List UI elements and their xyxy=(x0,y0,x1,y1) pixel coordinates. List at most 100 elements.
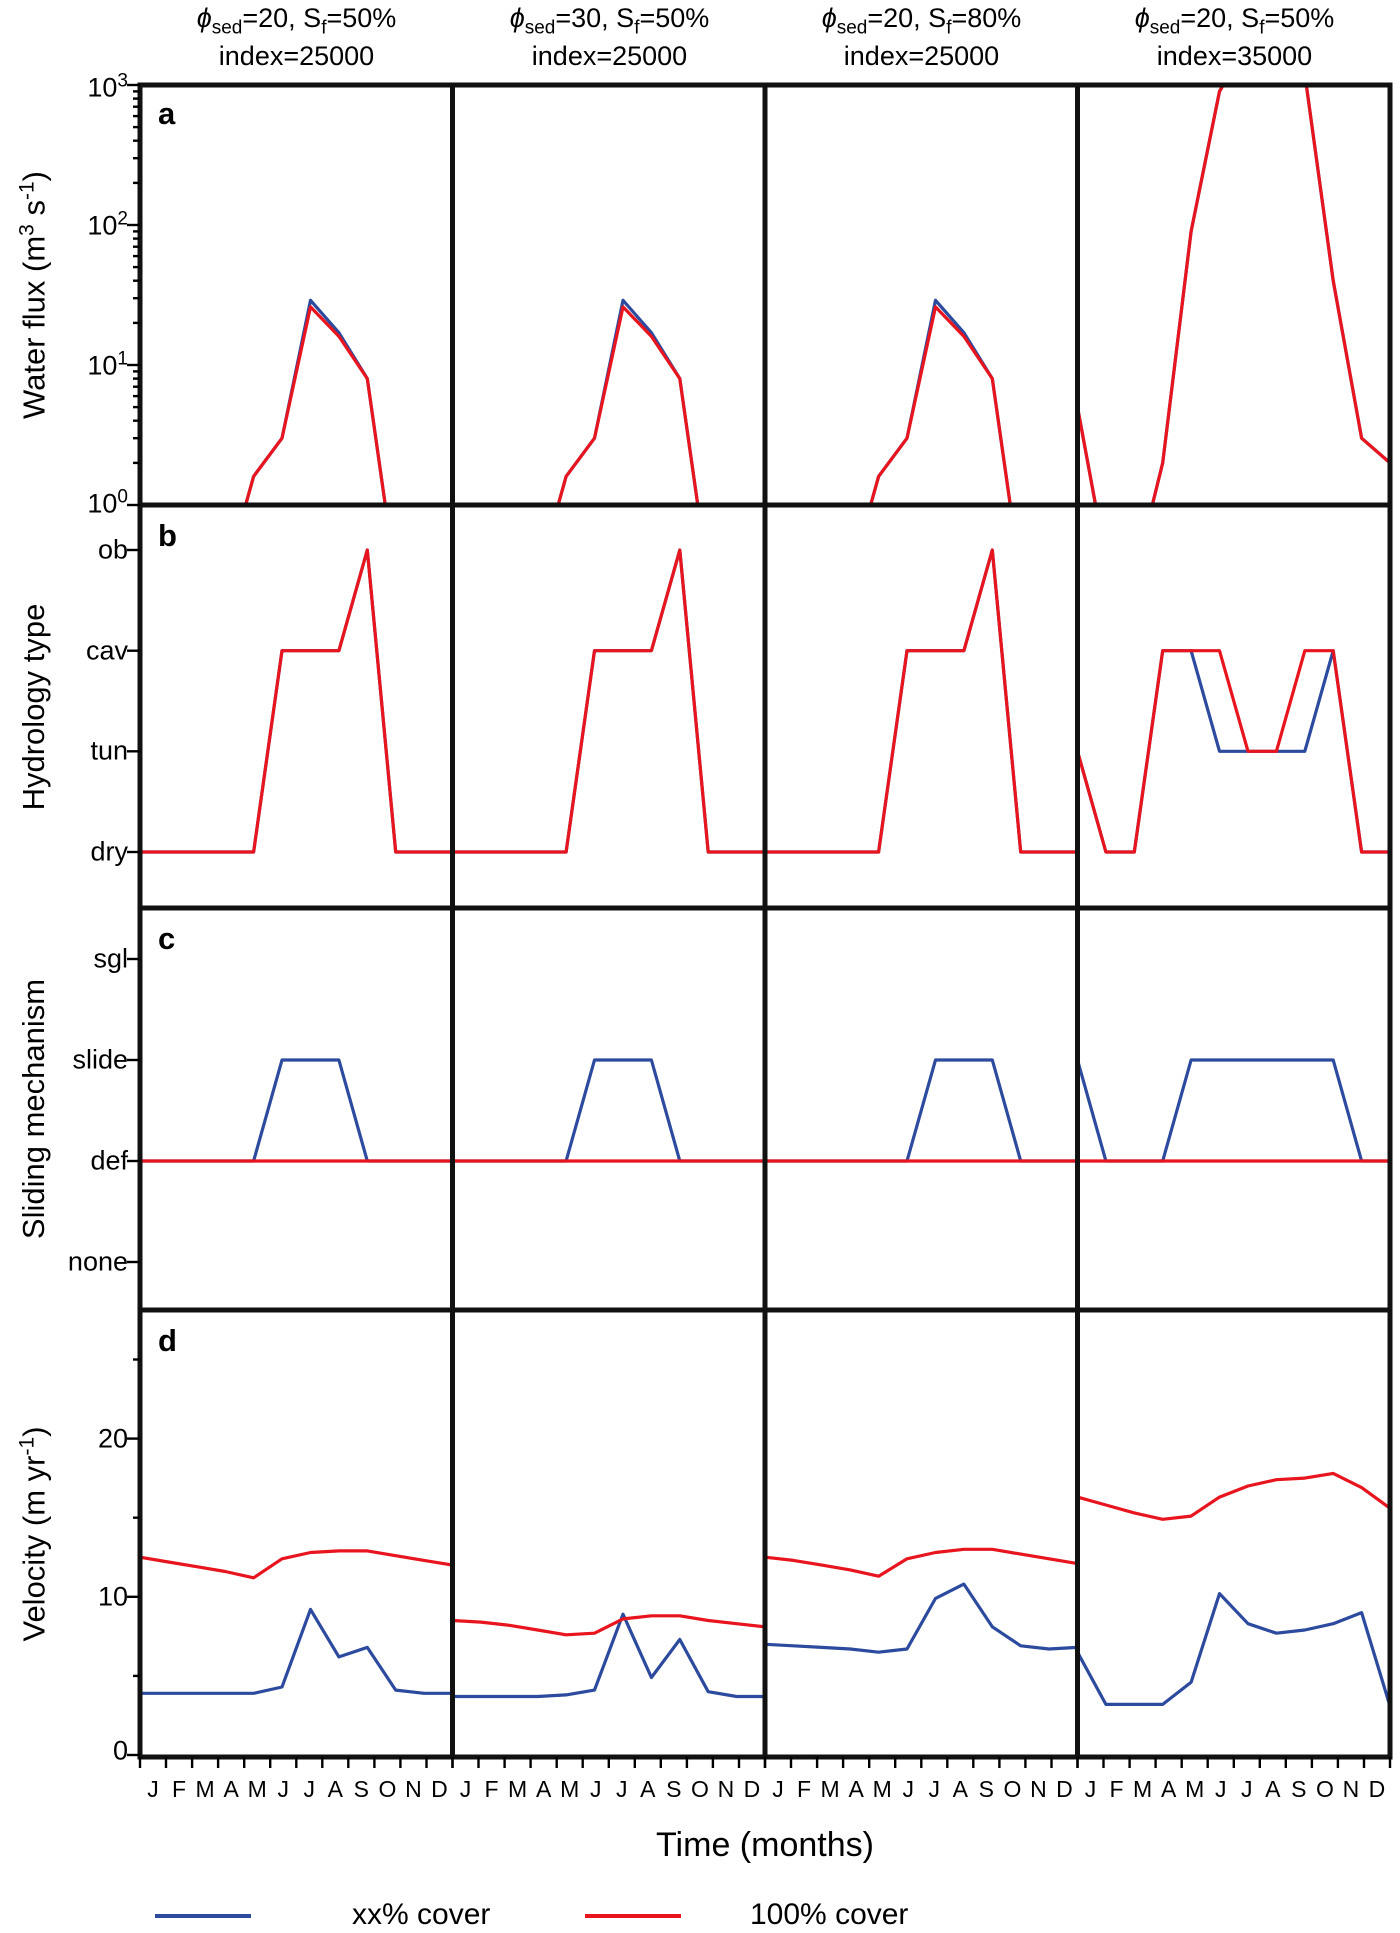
column-header-1-line2: index=25000 xyxy=(218,41,375,72)
series-b-col4-100-cover xyxy=(1075,649,1389,854)
month-tick-label: J xyxy=(589,1776,602,1802)
month-tick-label: M xyxy=(508,1776,528,1802)
month-tick-label: J xyxy=(928,1776,941,1802)
month-tick-label: O xyxy=(1003,1776,1022,1802)
series-b-col2-xx-cover xyxy=(452,548,765,854)
month-tick-label: A xyxy=(327,1776,343,1802)
series-a-col1-100-cover xyxy=(244,305,387,504)
panel-letter-b: b xyxy=(158,518,177,553)
month-tick-label: F xyxy=(172,1776,187,1802)
panel-letter-d: d xyxy=(158,1323,177,1358)
ylabel-sliding-mechanism: Sliding mechanism xyxy=(16,978,51,1240)
panel-frame-a-1 xyxy=(137,82,455,508)
month-tick-label: F xyxy=(1109,1776,1124,1802)
x-axis-title: Time (months) xyxy=(656,1826,874,1864)
legend-label-xx-cover: xx% cover xyxy=(352,1898,491,1931)
legend-line-xx-cover xyxy=(155,1914,251,1918)
series-a-col3-xx-cover xyxy=(869,298,1012,504)
month-tick-label: S xyxy=(666,1776,682,1802)
series-d-col3-100-cover xyxy=(764,1547,1078,1578)
month-tick-label: S xyxy=(353,1776,370,1802)
ytick-flux-1e1: 101 xyxy=(87,348,128,381)
x-axis-ticks xyxy=(138,1757,1392,1768)
column-header-4: ϕsed=20, Sf=50% index=35000 xyxy=(1078,2,1391,74)
panel-letter-a: a xyxy=(158,96,176,131)
ytick-velocity-10: 10 xyxy=(97,1581,128,1612)
ylabel-water-flux: Water flux (m3 s-1) xyxy=(15,171,52,419)
panel-frames xyxy=(137,82,1393,1760)
month-tick-label: J xyxy=(772,1776,784,1802)
ytick-mechanism-none: none xyxy=(67,1246,128,1277)
month-tick-label: J xyxy=(616,1776,628,1802)
month-tick-label: M xyxy=(1133,1776,1153,1802)
month-tick-label: N xyxy=(1030,1776,1047,1802)
column-header-2-line1: ϕsed=30, Sf=50% xyxy=(509,3,710,39)
ytick-hydrology-tun: tun xyxy=(90,735,128,766)
series-b-col1-100-cover xyxy=(141,548,453,854)
series-d-col4-xx-cover xyxy=(1076,1591,1389,1707)
month-tick-label: M xyxy=(1185,1776,1205,1802)
month-tick-label: J xyxy=(902,1776,914,1802)
column-header-3: ϕsed=20, Sf=80% index=25000 xyxy=(765,2,1078,74)
panel-frame-d-2 xyxy=(450,1307,768,1760)
series-a-col4-100-cover xyxy=(1075,86,1389,504)
month-tick-label: N xyxy=(717,1776,735,1802)
month-tick-label: O xyxy=(378,1776,397,1802)
y-axis-ticks xyxy=(127,83,140,1757)
column-header-4-line2: index=35000 xyxy=(1156,41,1313,72)
month-tick-label: D xyxy=(431,1776,448,1802)
legend-line-100-cover xyxy=(585,1914,681,1918)
month-tick-label: J xyxy=(147,1776,159,1802)
ytick-velocity-0: 0 xyxy=(112,1735,128,1766)
column-header-3-line2: index=25000 xyxy=(843,41,1000,72)
ytick-mechanism-slide: slide xyxy=(72,1044,128,1075)
month-tick-label: M xyxy=(820,1776,840,1802)
panel-frame-c-4 xyxy=(1075,905,1393,1313)
month-tick-label: S xyxy=(978,1776,995,1802)
ylabel-velocity: Velocity (m yr-1) xyxy=(15,1426,52,1642)
series-b-col2-100-cover xyxy=(452,548,765,854)
series-a-col2-100-cover xyxy=(556,305,700,504)
panel-letter-c: c xyxy=(158,921,176,956)
panel-frame-a-2 xyxy=(450,82,768,508)
column-header-1: ϕsed=20, Sf=50% index=25000 xyxy=(140,2,453,74)
series-b-col3-100-cover xyxy=(765,548,1078,854)
column-header-3-line1: ϕsed=20, Sf=80% xyxy=(821,3,1022,39)
column-header-2-line2: index=25000 xyxy=(531,41,688,72)
month-tick-label: A xyxy=(535,1776,552,1802)
month-tick-label: M xyxy=(247,1776,267,1802)
panel-frame-c-1 xyxy=(137,905,455,1313)
series-b-col4-xx-cover xyxy=(1075,649,1389,854)
panel-frame-a-3 xyxy=(762,82,1080,508)
ytick-hydrology-cav: cav xyxy=(85,635,128,666)
month-tick-label: D xyxy=(1368,1776,1386,1802)
ytick-flux-1e0: 100 xyxy=(87,486,128,519)
month-tick-label: J xyxy=(1214,1776,1227,1802)
month-tick-label: J xyxy=(277,1776,289,1802)
month-tick-label: J xyxy=(459,1776,472,1802)
month-tick-label: J xyxy=(1084,1776,1097,1802)
month-tick-label: S xyxy=(1291,1776,1307,1802)
ytick-flux-1e2: 102 xyxy=(87,208,128,241)
month-tick-label: A xyxy=(848,1776,864,1802)
month-tick-label: M xyxy=(195,1776,215,1802)
month-tick-label: F xyxy=(797,1776,812,1802)
month-tick-label: A xyxy=(1265,1776,1281,1802)
month-tick-label: O xyxy=(690,1776,709,1802)
series-c-col1-xx-cover xyxy=(141,1058,453,1163)
ytick-hydrology-ob: ob xyxy=(97,534,128,565)
panel-frame-d-4 xyxy=(1075,1307,1393,1760)
series-d-col1-xx-cover xyxy=(141,1607,453,1695)
series-b-col3-xx-cover xyxy=(765,548,1078,854)
month-tick-label: J xyxy=(1241,1776,1253,1802)
panel-frame-d-3 xyxy=(762,1307,1080,1760)
legend-label-100-cover: 100% cover xyxy=(750,1898,909,1931)
month-tick-label: A xyxy=(952,1776,968,1802)
month-tick-label: A xyxy=(640,1776,656,1802)
month-tick-label: N xyxy=(1342,1776,1360,1802)
series-d-col2-xx-cover xyxy=(452,1612,765,1699)
month-tick-label: D xyxy=(1056,1776,1073,1802)
